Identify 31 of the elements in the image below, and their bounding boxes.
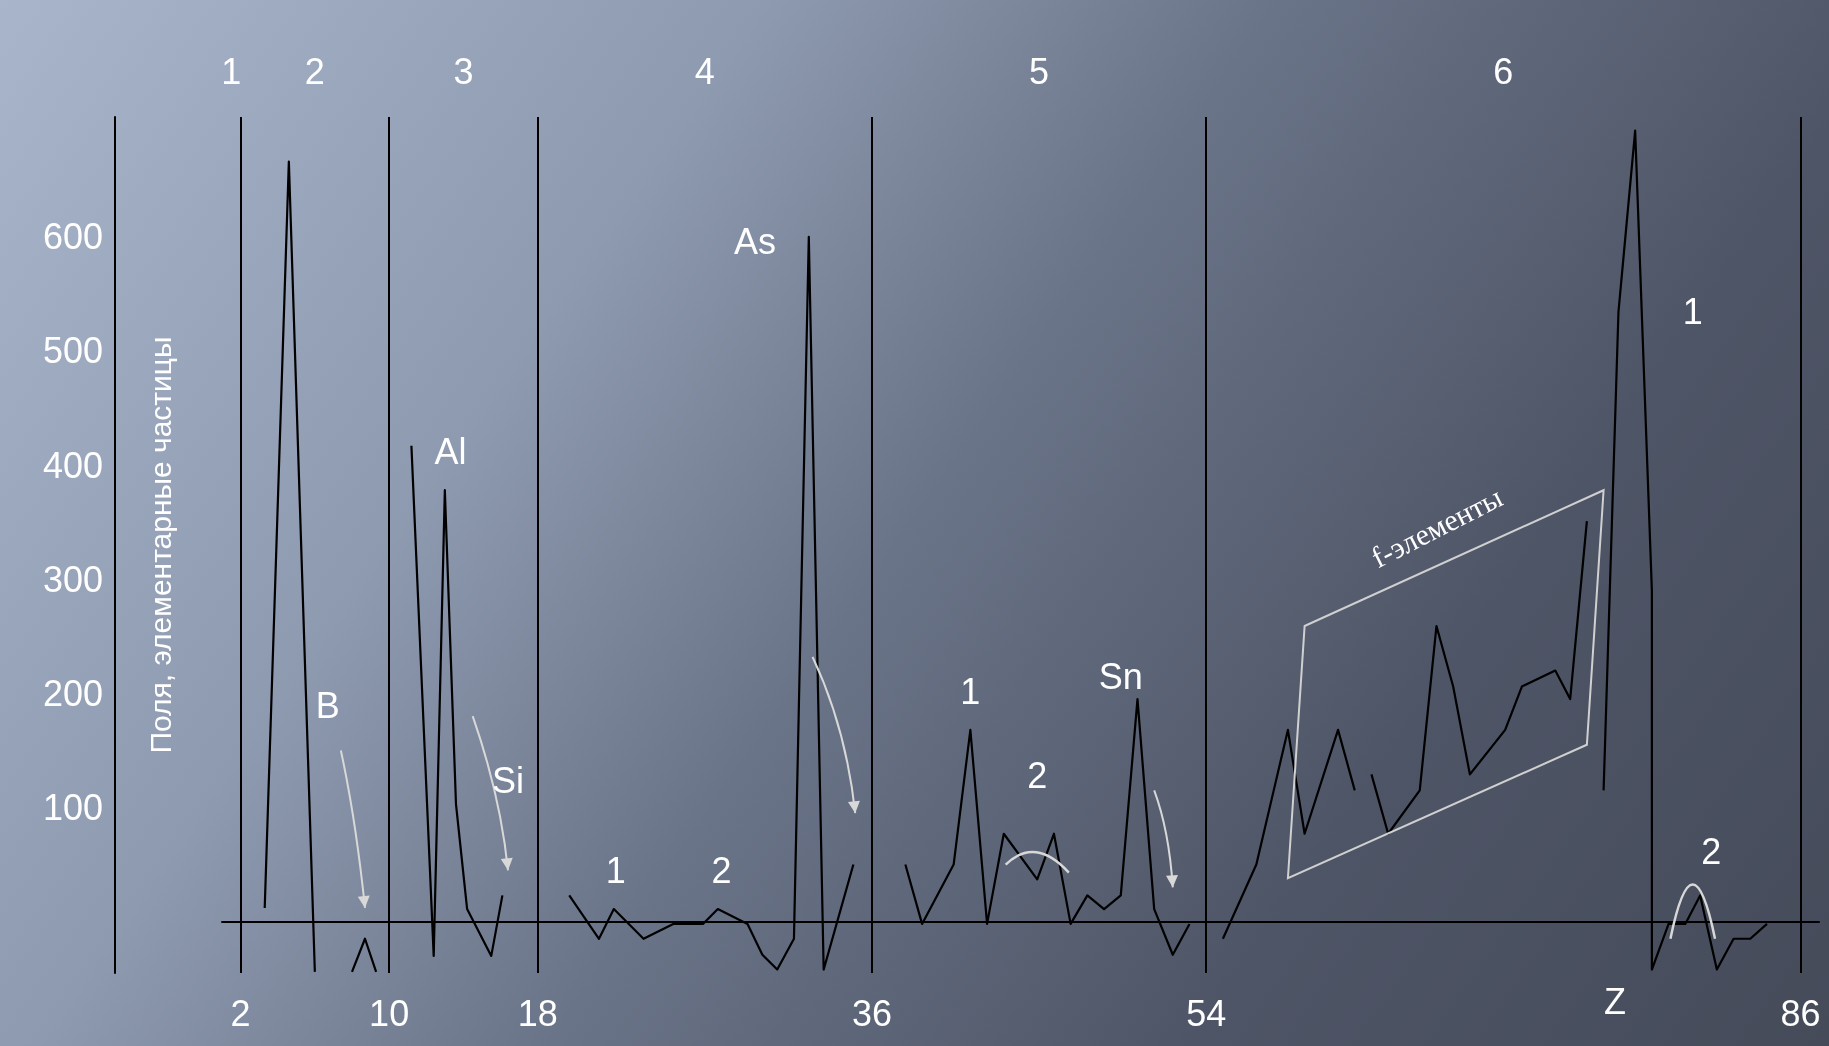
annotation: Sn bbox=[1098, 656, 1143, 698]
y-axis-title: Поля, элементарные частицы bbox=[143, 336, 177, 754]
y-tick-label: 600 bbox=[42, 216, 103, 258]
annotation: 1 bbox=[605, 850, 626, 892]
y-tick-label: 200 bbox=[42, 672, 103, 714]
text: 6 bbox=[1493, 51, 1514, 93]
y-tick-label: 500 bbox=[42, 330, 103, 372]
x-tick-label: 54 bbox=[1186, 992, 1227, 1034]
x-tick-label: 36 bbox=[851, 992, 892, 1034]
annotation: 2 bbox=[1027, 755, 1048, 797]
x-axis-title: Z bbox=[1604, 981, 1626, 1023]
annotation: 2 bbox=[711, 850, 732, 892]
text: 2 bbox=[304, 51, 325, 93]
text: 4 bbox=[694, 51, 715, 93]
x-tick-label: 2 bbox=[230, 992, 251, 1034]
annotation: 1 bbox=[1682, 290, 1703, 332]
x-tick-label: 18 bbox=[517, 992, 558, 1034]
text: 5 bbox=[1029, 51, 1050, 93]
annotation: 2 bbox=[1701, 830, 1722, 872]
x-tick-label: 10 bbox=[369, 992, 410, 1034]
y-tick-label: 400 bbox=[42, 444, 103, 486]
text: 3 bbox=[453, 51, 474, 93]
y-tick-label: 100 bbox=[42, 787, 103, 829]
annotation: 1 bbox=[960, 671, 981, 713]
text: 1 bbox=[221, 51, 242, 93]
annotation: Si bbox=[491, 760, 524, 802]
annotation: Al bbox=[434, 431, 467, 473]
annotation: As bbox=[733, 221, 776, 263]
x-tick-label: 86 bbox=[1780, 992, 1821, 1034]
annotation: B bbox=[315, 684, 340, 726]
y-tick-label: 300 bbox=[42, 558, 103, 600]
